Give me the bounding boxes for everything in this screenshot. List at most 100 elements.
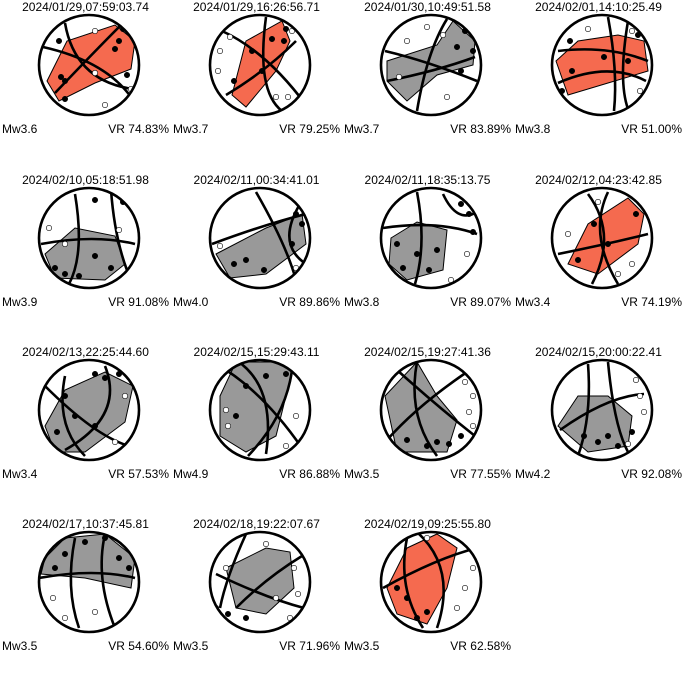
station-dilatation-marker — [464, 251, 471, 258]
event-panel: 2024/02/12,04:23:42.85 Mw3.4 VR 74.19% — [513, 173, 684, 337]
focal-sphere-outline — [379, 530, 483, 634]
station-compression-marker — [51, 265, 58, 272]
event-time: 2024/02/10,05:18:51.98 — [22, 173, 149, 187]
station-compression-marker — [230, 78, 237, 85]
nodal-plane — [586, 193, 606, 285]
station-dilatation-marker — [273, 595, 280, 602]
station-dilatation-marker — [637, 392, 644, 399]
event-panel: 2024/02/01,14:10:25.49 Mw3.8 VR 51.00% — [513, 0, 684, 164]
station-dilatation-marker — [91, 609, 98, 616]
station-dilatation-marker — [462, 378, 469, 385]
station-compression-marker — [604, 433, 611, 440]
station-dilatation-marker — [423, 24, 430, 31]
station-compression-marker — [590, 220, 597, 227]
station-compression-marker — [423, 609, 430, 616]
station-dilatation-marker — [615, 271, 622, 278]
station-compression-marker — [51, 564, 58, 571]
event-panel: 2024/02/15,20:00:22.41 Mw4.2 VR 92.08% — [513, 345, 684, 509]
magnitude-label: Mw4.0 — [173, 295, 209, 309]
variance-reduction-label: VR 74.83% — [108, 122, 169, 136]
nodal-plane — [235, 360, 270, 455]
station-compression-marker — [230, 261, 237, 268]
variance-reduction-label: VR 74.19% — [621, 295, 682, 309]
station-compression-marker — [248, 47, 255, 54]
station-dilatation-marker — [217, 47, 224, 54]
station-dilatation-marker — [224, 423, 231, 430]
variance-reduction-label: VR 91.08% — [108, 295, 169, 309]
station-dilatation-marker — [112, 439, 119, 446]
station-dilatation-marker — [470, 564, 477, 571]
station-dilatation-marker — [444, 94, 451, 101]
station-compression-marker — [299, 220, 306, 227]
focal-sphere-outline — [208, 13, 312, 117]
focal-sphere-outline — [379, 13, 483, 117]
magnitude-label: Mw3.7 — [173, 122, 209, 136]
station-compression-marker — [413, 251, 420, 258]
station-compression-marker — [91, 371, 98, 378]
magnitude-label: Mw3.9 — [2, 295, 38, 309]
station-compression-marker — [61, 96, 68, 103]
station-compression-marker — [61, 78, 68, 85]
station-compression-marker — [433, 246, 440, 253]
station-dilatation-marker — [61, 240, 68, 247]
variance-reduction-label: VR 51.00% — [621, 122, 682, 136]
station-compression-marker — [283, 371, 290, 378]
nodal-plane — [215, 572, 305, 610]
station-dilatation-marker — [625, 441, 632, 448]
station-dilatation-marker — [564, 230, 571, 237]
station-compression-marker — [470, 228, 477, 235]
station-compression-marker — [81, 539, 88, 546]
station-compression-marker — [91, 423, 98, 430]
station-dilatation-marker — [217, 242, 224, 249]
station-dilatation-marker — [61, 615, 68, 622]
station-dilatation-marker — [262, 541, 269, 548]
station-dilatation-marker — [46, 224, 53, 231]
event-time: 2024/01/29,16:26:56.71 — [193, 0, 320, 14]
station-dilatation-marker — [395, 73, 402, 80]
station-compression-marker — [232, 412, 239, 419]
beachball-diagram — [208, 13, 312, 117]
station-compression-marker — [91, 253, 98, 260]
station-compression-marker — [433, 439, 440, 446]
beachball-diagram — [37, 358, 141, 462]
beachball-diagram — [37, 530, 141, 634]
event-panel: 2024/01/30,10:49:51.58 Mw3.7 VR 83.89% — [342, 0, 513, 164]
nodal-plane — [39, 571, 136, 580]
station-compression-marker — [281, 37, 288, 44]
magnitude-label: Mw4.2 — [515, 467, 551, 481]
station-compression-marker — [393, 584, 400, 591]
variance-reduction-label: VR 79.25% — [279, 122, 340, 136]
station-dilatation-marker — [291, 564, 298, 571]
station-compression-marker — [425, 267, 432, 274]
magnitude-label: Mw4.9 — [173, 467, 209, 481]
nodal-plane — [42, 45, 133, 98]
station-compression-marker — [116, 554, 123, 561]
event-time: 2024/02/19,09:25:55.80 — [364, 517, 491, 531]
nodal-plane — [254, 191, 298, 281]
nodal-plane — [557, 48, 649, 63]
event-time: 2024/02/13,22:25:44.60 — [22, 345, 149, 359]
event-panel: 2024/01/29,16:26:56.71 Mw3.7 VR 79.25% — [171, 0, 342, 164]
station-dilatation-marker — [629, 261, 636, 268]
compressional-lobe — [44, 371, 134, 453]
nodal-plane — [598, 191, 620, 285]
station-compression-marker — [61, 271, 68, 278]
nodal-plane — [576, 363, 591, 457]
station-dilatation-marker — [293, 412, 300, 419]
nodal-plane — [621, 20, 630, 110]
station-dilatation-marker — [629, 27, 636, 34]
nodal-plane — [54, 24, 122, 94]
station-compression-marker — [423, 443, 430, 450]
event-time: 2024/01/30,10:49:51.58 — [364, 0, 491, 14]
focal-mechanism-grid: 2024/01/29,07:59:03.74 Mw3.6 VR 74.83% 2024… — [2, 0, 684, 653]
focal-sphere-outline — [37, 13, 141, 117]
variance-reduction-label: VR 89.86% — [279, 295, 340, 309]
nodal-plane — [557, 70, 647, 85]
station-compression-marker — [242, 257, 249, 264]
beachball-diagram — [550, 13, 654, 117]
station-compression-marker — [116, 37, 123, 44]
nodal-plane — [382, 223, 478, 236]
magnitude-label: Mw3.8 — [515, 122, 551, 136]
variance-reduction-label: VR 92.08% — [621, 467, 682, 481]
event-time: 2024/02/11,18:35:13.75 — [364, 173, 491, 187]
